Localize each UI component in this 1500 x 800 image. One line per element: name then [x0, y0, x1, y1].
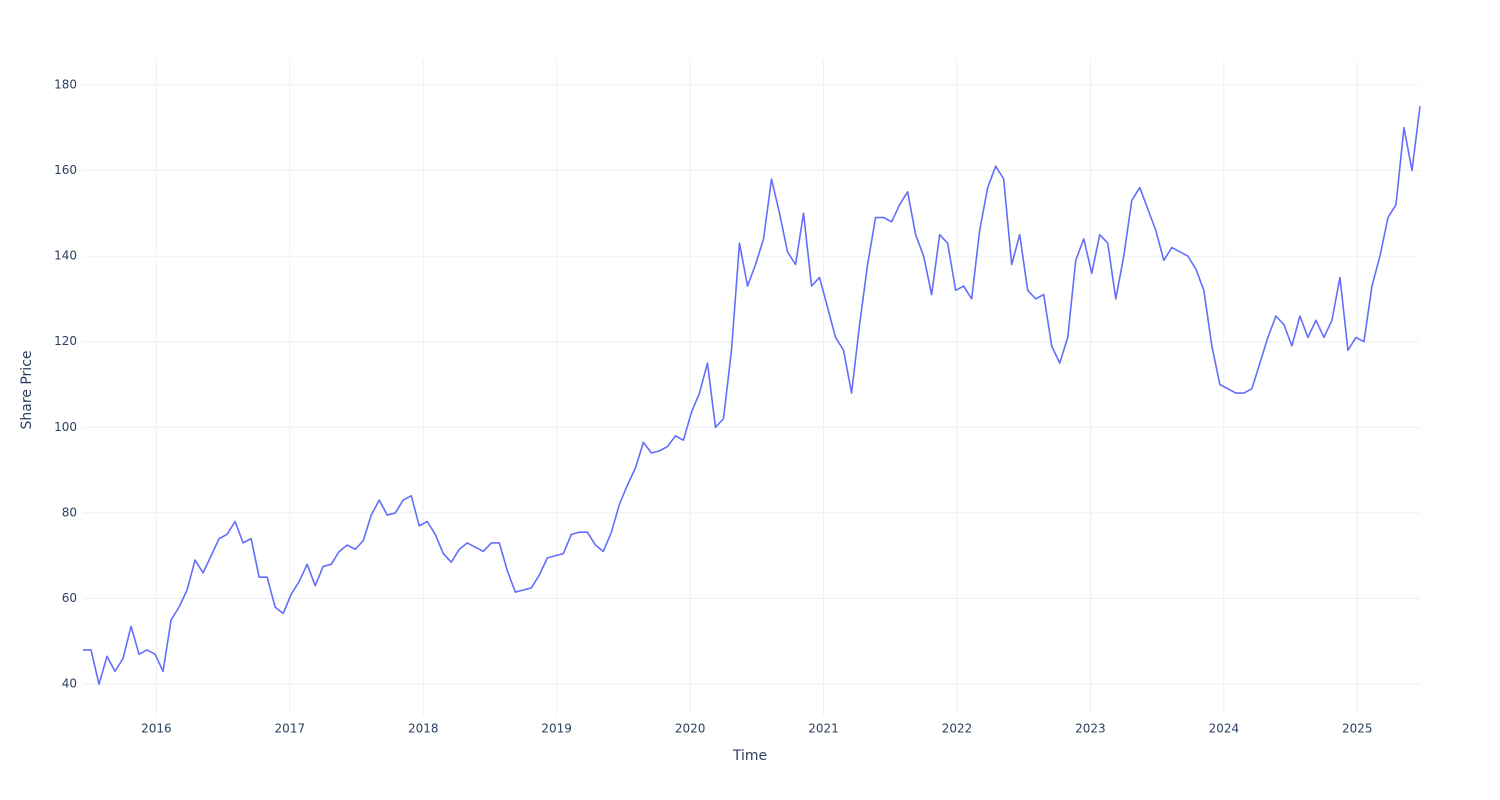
price-line: [83, 106, 1421, 685]
x-tick-label: 2018: [408, 722, 439, 736]
x-tick-label: 2023: [1075, 722, 1106, 736]
grid: [83, 60, 1420, 715]
y-tick-label: 40: [62, 677, 77, 691]
y-tick-label: 180: [54, 77, 77, 91]
plot-area: [83, 106, 1421, 685]
x-tick-label: 2022: [942, 722, 973, 736]
y-axis-title: Share Price: [19, 350, 35, 429]
y-tick-label: 120: [54, 334, 77, 348]
x-tick-label: 2016: [141, 722, 172, 736]
y-tick-label: 100: [54, 420, 77, 434]
x-tick-label: 2025: [1342, 722, 1373, 736]
x-tick-label: 2019: [541, 722, 572, 736]
y-tick-label: 140: [54, 249, 77, 263]
x-tick-label: 2024: [1209, 722, 1240, 736]
x-tick-label: 2021: [808, 722, 839, 736]
y-tick-label: 60: [62, 591, 77, 605]
x-tick-label: 2017: [275, 722, 306, 736]
y-tick-label: 160: [54, 163, 77, 177]
y-tick-label: 80: [62, 505, 77, 519]
x-tick-label: 2020: [675, 722, 706, 736]
x-axis-title: Time: [732, 748, 767, 764]
